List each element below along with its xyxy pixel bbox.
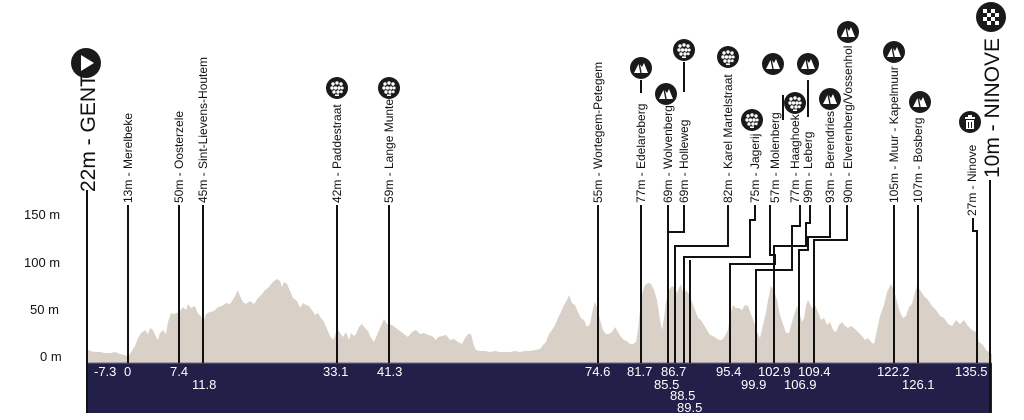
km-label: 41.3 [377, 364, 402, 379]
label-elverenberg-vossenhol: 90m - Elverenberg/Vossenhol [841, 46, 855, 203]
km-label: 88.5 [670, 388, 695, 403]
label-leberg: 99m - Leberg [801, 132, 815, 203]
y-tick-0: 0 m [40, 349, 62, 364]
km-label: 11.8 [192, 377, 216, 392]
label-karel-martelstraat: 82m - Karel Martelstraat [721, 74, 735, 203]
km-label: 86.7 [661, 364, 686, 379]
label-paddestraat: 42m - Paddestraat [330, 104, 344, 203]
cobbles-icon-jagerij [741, 109, 763, 131]
km-label: 109.4 [798, 364, 831, 379]
bin-icon-ninove [959, 111, 981, 133]
climb-icon-elverenberg [836, 20, 860, 44]
start-label: 22m - GENT [77, 74, 100, 192]
km-label: 99.9 [741, 377, 766, 392]
km-label: 135.5 [955, 364, 988, 379]
label-edelareberg: 77m - Edelareberg [634, 104, 648, 203]
km-label: 85.5 [654, 377, 679, 392]
km-label: 0 [124, 364, 131, 379]
climb-icon-muur [882, 40, 906, 64]
start-play-icon [71, 48, 101, 78]
km-label: 126.1 [902, 377, 935, 392]
km-label: 33.1 [323, 364, 348, 379]
climb-icon-edelareberg [629, 56, 653, 80]
elevation-profile [87, 279, 992, 363]
climb-icon-molenberg [761, 52, 785, 76]
km-label: 95.4 [716, 364, 741, 379]
km-label: 7.4 [170, 364, 188, 379]
y-tick-50: 50 m [30, 302, 59, 317]
label-wortegem-petegem: 55m - Wortegem-Petegem [591, 62, 605, 203]
km-label: 106.9 [784, 377, 817, 392]
marker-lines [86, 62, 991, 413]
km-label: 74.6 [585, 364, 610, 379]
label-oosterzele: 50m - Oosterzele [172, 111, 186, 203]
cobbles-icon-paddestraat [326, 77, 348, 99]
label-muur-kapelmuur: 105m - Muur - Kapelmuur [887, 66, 901, 203]
label-molenberg: 57m - Molenberg [768, 112, 782, 203]
finish-label: 10m - NINOVE [981, 38, 1004, 178]
label-lange-munte: 59m - Lange Munte [382, 99, 396, 203]
cobbles-icon-holleweg [673, 39, 695, 61]
finish-flag-icon [976, 2, 1006, 32]
climb-icon-berendries [818, 87, 842, 111]
label-jagerij: 75m - Jagerij [748, 134, 762, 203]
label-bosberg: 107m - Bosberg [911, 118, 925, 203]
km-band [86, 363, 992, 413]
km-label: 89.5 [677, 400, 702, 415]
label-merelbeke: 13m - Merelbeke [121, 113, 135, 203]
km-label: 102.9 [758, 364, 791, 379]
climb-icon-leberg [796, 52, 820, 76]
km-label: 81.7 [627, 364, 652, 379]
label-sint-lievens-houtem: 45m - Sint-Lievens-Houtem [196, 57, 210, 203]
km-label: 122.2 [877, 364, 910, 379]
label-berendries: 93m - Berendries [823, 111, 837, 203]
label-wolvenberg: 69m - Wolvenberg [661, 105, 675, 203]
label-ninove-27m: 27m - Ninove [965, 144, 979, 216]
y-tick-100: 100 m [24, 255, 60, 270]
cobbles-icon-haaghoek [784, 92, 806, 114]
cobbles-icon-karel-martelstraat [717, 46, 739, 68]
y-tick-150: 150 m [24, 207, 60, 222]
climb-icon-wolvenberg [654, 82, 678, 106]
km-label: -7.3 [94, 364, 116, 379]
climb-icon-bosberg [908, 90, 932, 114]
cobbles-icon-lange-munte [378, 77, 400, 99]
label-holleweg: 69m - Holleweg [677, 120, 691, 203]
label-haaghoek: 77m - Haaghoek [788, 113, 802, 203]
